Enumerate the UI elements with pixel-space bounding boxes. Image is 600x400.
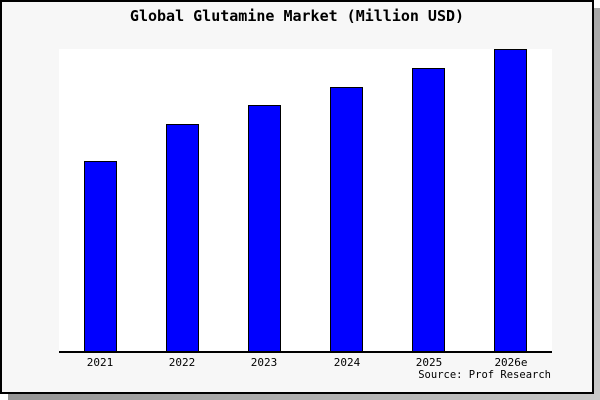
x-tick-label-2024: 2024	[333, 356, 361, 369]
x-tick-label-2023: 2023	[250, 356, 278, 369]
bar-2025	[412, 68, 445, 351]
bar-2023	[248, 105, 281, 351]
plot-area	[59, 49, 552, 353]
x-tick-label-2025: 2025	[415, 356, 443, 369]
bar-2022	[166, 124, 199, 351]
source-note: Source: Prof Research	[418, 369, 551, 381]
x-tick-label-2022: 2022	[168, 356, 196, 369]
x-tick-label-2021: 2021	[86, 356, 114, 369]
bar-2024	[330, 87, 363, 351]
bar-2021	[84, 161, 117, 351]
x-tick-label-2026e: 2026e	[494, 356, 528, 369]
chart-card: Global Glutamine Market (Million USD) 20…	[0, 0, 594, 394]
bar-2026e	[494, 49, 527, 351]
chart-title: Global Glutamine Market (Million USD)	[129, 7, 465, 25]
